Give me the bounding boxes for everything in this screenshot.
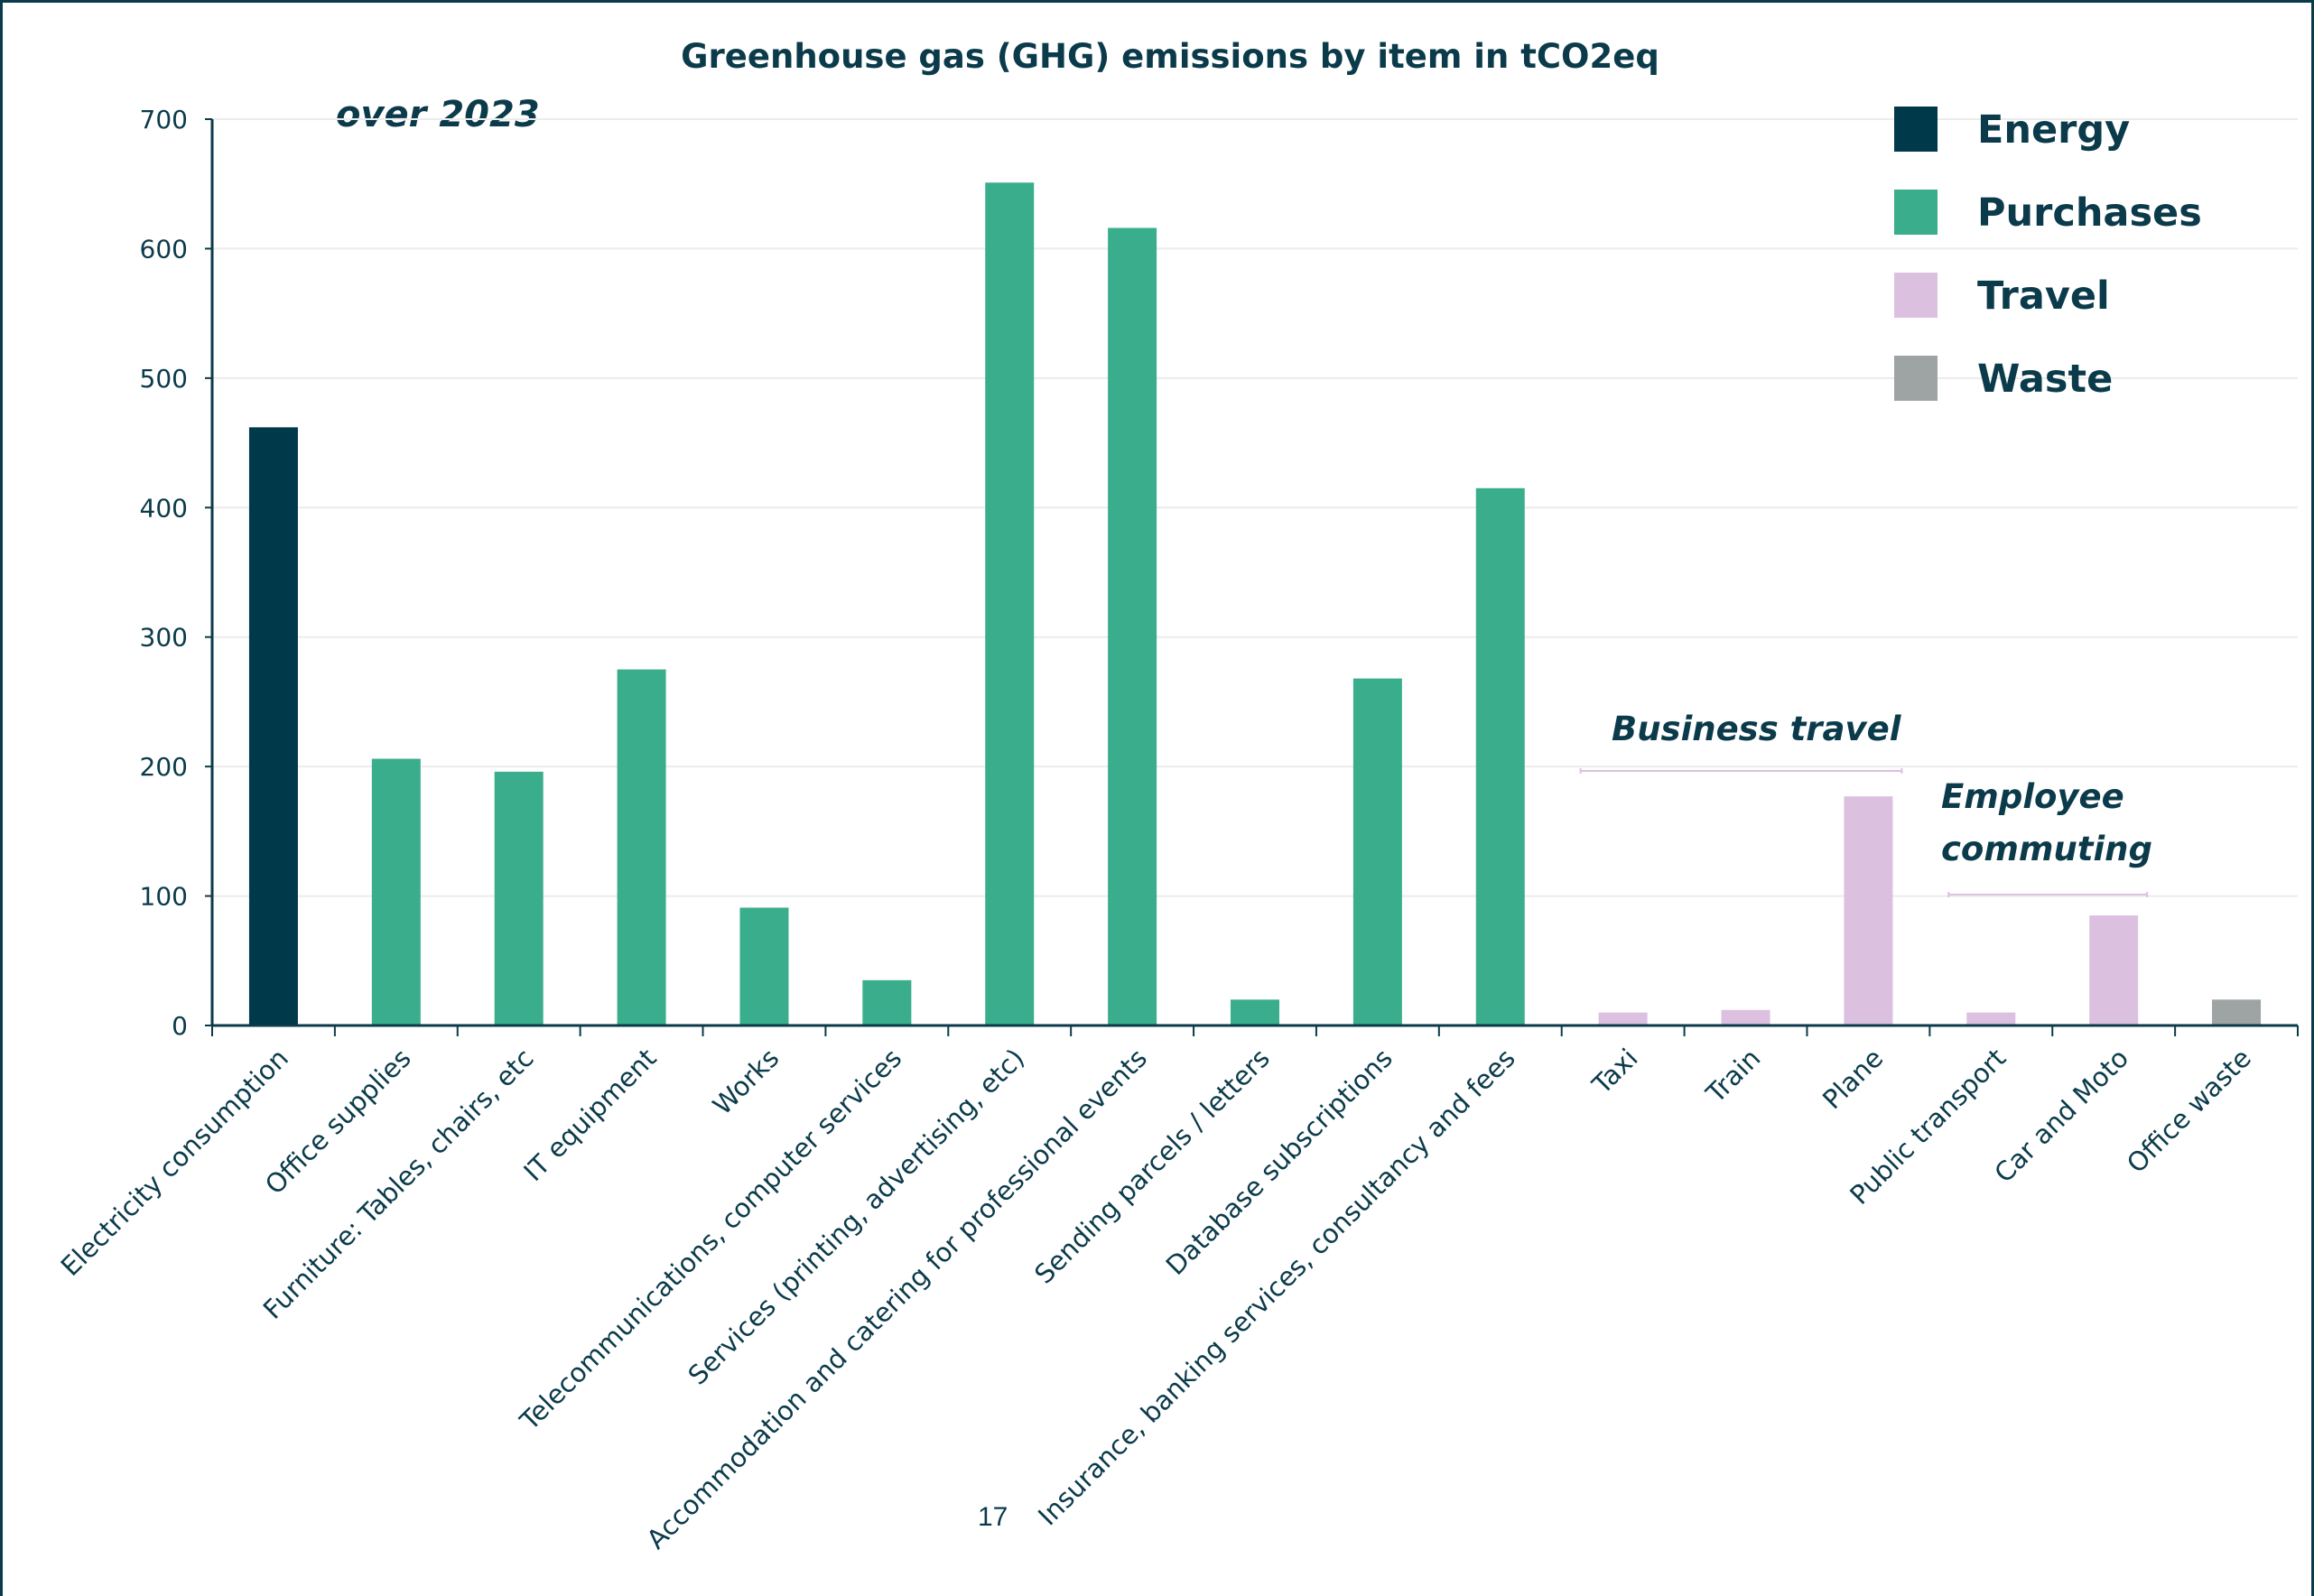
bar (739, 907, 789, 1025)
legend-label: Energy (1977, 107, 2130, 153)
bar (1108, 227, 1157, 1026)
bar (1231, 999, 1279, 1025)
y-axis: 0 100 200 300 400 500 600 700 (140, 105, 214, 1041)
y-tick-label: 500 (140, 364, 188, 394)
bar (1598, 1012, 1648, 1025)
gridlines (212, 118, 2298, 897)
y-tick-label: 300 (140, 623, 188, 653)
x-tick-label: Electricity consumption (55, 1043, 294, 1282)
legend-swatch (1894, 273, 1938, 318)
bar (1966, 1012, 2016, 1025)
x-tick-label: Furniture: Tables, chairs, etc (257, 1043, 540, 1325)
annotation-label-line: Business travel (1612, 710, 1902, 748)
bar (1721, 1009, 1770, 1025)
x-tick-label: Database subscriptions (1160, 1043, 1399, 1281)
legend-label: Purchases (1977, 190, 2202, 236)
bar (1475, 487, 1525, 1025)
page-number: 17 (978, 1502, 1008, 1532)
y-tick-label: 700 (140, 105, 188, 135)
annotations: Business travel Employee commuting (1579, 710, 2152, 897)
y-tick-label: 600 (140, 234, 188, 264)
x-tick-label: Taxi (1585, 1043, 1643, 1100)
annotation-label: Employee commuting (1941, 777, 2152, 868)
bar (494, 771, 544, 1025)
y-tick-label: 200 (140, 752, 188, 782)
bar (371, 758, 421, 1025)
legend-swatch (1894, 190, 1938, 235)
legend-label: Travel (1977, 274, 2110, 319)
bar (617, 669, 666, 1025)
x-tick-label: Plane (1817, 1043, 1889, 1115)
y-tick-label: 400 (140, 493, 188, 523)
y-tick-label: 100 (140, 882, 188, 912)
chart-title: Greenhouse gas (GHG) emissions by item i… (681, 37, 1659, 76)
bar (2089, 915, 2139, 1025)
chart-subtitle: over 2023 (336, 94, 540, 135)
annotation-label-line: Employee (1941, 777, 2124, 816)
bar (248, 427, 298, 1025)
bar (985, 182, 1035, 1025)
legend-swatch (1894, 356, 1938, 401)
x-tick-label: Works (707, 1043, 785, 1121)
x-tick-label: Office waste (2121, 1043, 2257, 1179)
bars (248, 182, 2262, 1026)
x-tick-label: Insurance, banking services, consultancy… (1032, 1043, 1521, 1532)
annotation-label: Business travel (1612, 710, 1902, 748)
bar (862, 979, 912, 1025)
bar (2212, 999, 2262, 1025)
y-tick-label: 0 (172, 1011, 188, 1041)
x-tick-label: Train (1700, 1043, 1767, 1109)
bar (1352, 678, 1402, 1025)
x-tick-label: Sending parcels / letters (1028, 1043, 1276, 1290)
legend: Energy Purchases Travel Waste (1894, 107, 2202, 402)
annotation-label-line: commuting (1941, 830, 2152, 868)
bar (1844, 796, 1893, 1025)
legend-label: Waste (1977, 357, 2113, 402)
legend-swatch (1894, 107, 1938, 152)
